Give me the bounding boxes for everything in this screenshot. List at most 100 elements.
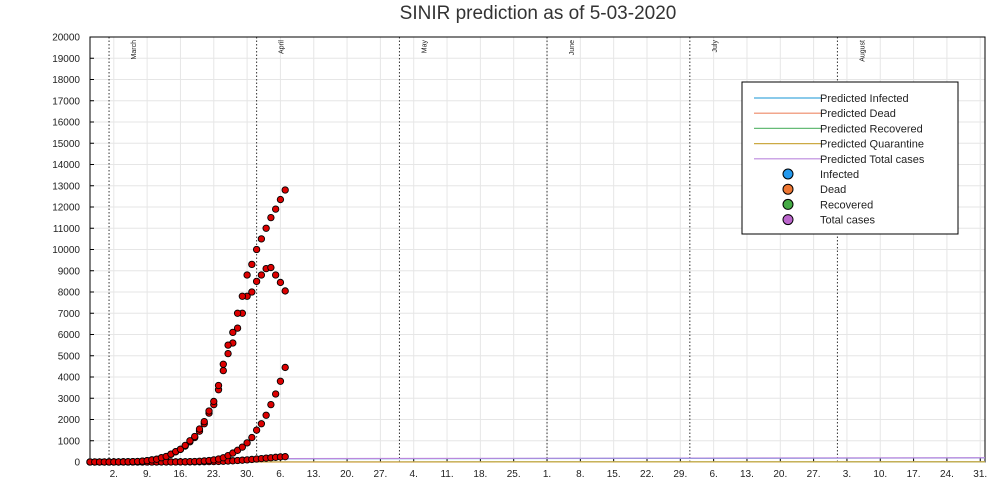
y-tick-label: 5000 bbox=[58, 351, 81, 362]
legend-label: Total cases bbox=[820, 215, 876, 227]
y-tick-label: 12000 bbox=[52, 203, 80, 214]
observed-point-recovered bbox=[252, 426, 261, 434]
x-tick-label: 9. bbox=[143, 469, 151, 480]
legend-label: Predicted Infected bbox=[820, 93, 909, 105]
x-tick-label: 8. bbox=[576, 469, 584, 480]
observed-point-total bbox=[214, 381, 223, 390]
x-tick-label: 3. bbox=[843, 469, 851, 480]
observed-point-total bbox=[191, 432, 199, 441]
x-tick-label: 31. bbox=[973, 469, 987, 480]
observed-point-total bbox=[262, 224, 270, 232]
observed-point-total bbox=[181, 441, 189, 450]
observed-point-infected bbox=[224, 349, 232, 358]
y-tick-label: 7000 bbox=[58, 309, 81, 320]
legend-swatch-marker bbox=[782, 168, 794, 180]
month-marker-label: May bbox=[421, 40, 428, 54]
y-tick-label: 3000 bbox=[58, 394, 81, 405]
legend-label: Dead bbox=[820, 184, 846, 196]
month-marker-label: August bbox=[859, 40, 866, 62]
observed-point-total bbox=[238, 292, 246, 300]
y-tick-label: 0 bbox=[74, 458, 80, 469]
observed-point-total bbox=[272, 205, 280, 213]
y-tick-label: 6000 bbox=[58, 330, 81, 341]
x-tick-label: 2. bbox=[110, 469, 118, 480]
x-tick-label: 24. bbox=[940, 469, 954, 480]
observed-point-recovered bbox=[248, 433, 256, 442]
observed-points bbox=[86, 186, 289, 466]
legend-label: Predicted Dead bbox=[820, 108, 896, 120]
x-tick-label: 22. bbox=[640, 469, 654, 480]
observed-point-total bbox=[224, 341, 232, 349]
x-tick-label: 4. bbox=[410, 469, 418, 480]
x-tick-label: 11. bbox=[440, 469, 453, 480]
observed-point-total bbox=[248, 260, 256, 269]
observed-point-total bbox=[186, 437, 194, 445]
observed-point-recovered bbox=[281, 363, 289, 372]
y-tick-label: 11000 bbox=[53, 224, 81, 235]
y-tick-label: 15000 bbox=[52, 139, 80, 150]
y-tick-label: 1000 bbox=[58, 436, 81, 447]
observed-point-total bbox=[233, 309, 242, 317]
x-tick-label: 27. bbox=[807, 469, 821, 480]
observed-point-total bbox=[219, 360, 227, 368]
x-tick-label: 1. bbox=[543, 469, 551, 480]
observed-point-infected bbox=[257, 271, 266, 279]
legend-label: Infected bbox=[820, 169, 859, 181]
x-tick-label: 20. bbox=[773, 469, 787, 480]
y-tick-label: 17000 bbox=[52, 96, 80, 107]
x-tick-label: 16. bbox=[173, 469, 187, 480]
observed-point-infected bbox=[272, 271, 280, 279]
legend-label: Recovered bbox=[820, 199, 873, 211]
observed-point-recovered bbox=[272, 390, 280, 398]
observed-point-dead bbox=[281, 453, 289, 461]
y-tick-label: 4000 bbox=[58, 373, 81, 384]
legend: Predicted Infected Predicted Dead Predicte… bbox=[741, 81, 959, 235]
observed-point-infected bbox=[219, 366, 227, 375]
observed-point-infected bbox=[281, 287, 289, 295]
observed-point-total bbox=[195, 425, 204, 433]
x-tick-label: 30. bbox=[240, 469, 254, 480]
observed-point-total bbox=[257, 235, 266, 243]
observed-point-total bbox=[205, 407, 213, 415]
observed-point-total bbox=[252, 245, 261, 254]
observed-point-infected bbox=[267, 263, 275, 272]
x-tick-label: 17. bbox=[907, 469, 921, 480]
observed-point-infected bbox=[248, 288, 256, 296]
y-axis: 0 1000 2000 3000 4000 5000 6000 7000 8000 9000 100… bbox=[52, 33, 94, 469]
x-axis: 2. 9. 16. 23. 30. 6. 13. 20. 27. 4. 11. 18. 25. 1. 8. 1… bbox=[110, 458, 987, 480]
observed-point-infected bbox=[276, 278, 285, 287]
observed-point-total bbox=[276, 195, 285, 204]
observed-point-recovered bbox=[238, 443, 246, 451]
x-tick-label: 29. bbox=[673, 469, 687, 480]
observed-point-infected bbox=[252, 277, 261, 286]
legend-swatch-marker bbox=[782, 214, 794, 226]
legend-swatch-marker bbox=[782, 183, 794, 195]
observed-point-infected bbox=[233, 324, 242, 332]
y-tick-label: 18000 bbox=[52, 75, 80, 86]
x-tick-label: 18. bbox=[473, 469, 487, 480]
month-marker-label: June bbox=[569, 40, 576, 55]
x-tick-label: 23. bbox=[207, 469, 221, 480]
observed-point-total bbox=[281, 186, 289, 194]
observed-point-recovered bbox=[257, 420, 266, 428]
observed-point-total bbox=[200, 417, 208, 426]
x-tick-label: 13. bbox=[740, 469, 754, 480]
observed-point-total bbox=[243, 271, 251, 279]
observed-point-recovered bbox=[267, 400, 275, 409]
observed-point-recovered bbox=[276, 377, 285, 385]
legend-label: Predicted Recovered bbox=[820, 123, 923, 135]
x-tick-label: 13. bbox=[307, 469, 321, 480]
x-tick-label: 6. bbox=[276, 469, 284, 480]
observed-point-recovered bbox=[262, 411, 270, 419]
legend-label: Predicted Total cases bbox=[820, 154, 925, 166]
y-tick-label: 14000 bbox=[52, 160, 80, 171]
y-tick-label: 19000 bbox=[52, 54, 80, 65]
observed-point-total bbox=[267, 213, 275, 222]
y-tick-label: 9000 bbox=[58, 266, 81, 277]
y-tick-label: 13000 bbox=[52, 181, 80, 192]
x-tick-label: 20. bbox=[340, 469, 354, 480]
month-marker-label: March bbox=[131, 40, 138, 60]
y-tick-label: 10000 bbox=[52, 245, 80, 256]
observed-point-recovered bbox=[243, 439, 251, 447]
